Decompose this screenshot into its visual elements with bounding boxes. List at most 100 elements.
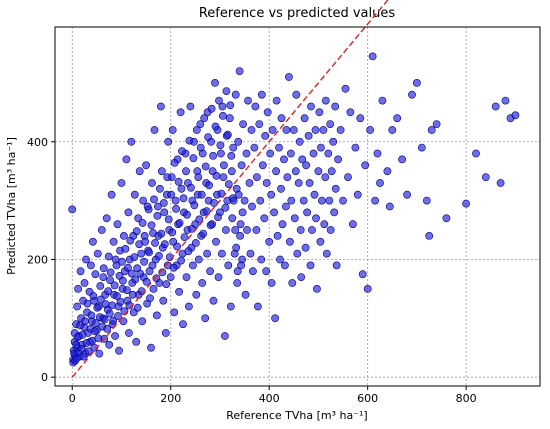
scatter-point	[111, 332, 119, 340]
scatter-point	[330, 208, 339, 217]
scatter-point	[331, 184, 340, 193]
scatter-point	[153, 211, 162, 220]
scatter-point	[309, 149, 318, 158]
scatter-point	[77, 344, 86, 353]
scatter-point	[267, 279, 276, 287]
scatter-point	[72, 340, 81, 349]
scatter-point	[311, 126, 320, 134]
scatter-point	[109, 316, 117, 325]
scatter-point	[273, 231, 282, 240]
scatter-point	[102, 214, 111, 223]
scatter-point	[233, 279, 242, 287]
scatter-point	[237, 161, 246, 170]
scatter-point	[154, 251, 163, 260]
scatter-point	[219, 161, 228, 170]
scatter-point	[138, 219, 147, 227]
scatter-point	[122, 155, 131, 164]
scatter-point	[252, 226, 261, 234]
x-tick-label: 600	[357, 392, 378, 405]
scatter-point	[151, 239, 159, 247]
scatter-point	[104, 287, 113, 296]
scatter-point	[253, 302, 262, 311]
scatter-point	[92, 319, 100, 327]
scatter-point	[150, 126, 159, 134]
scatter-point	[277, 114, 286, 123]
scatter-point	[211, 122, 220, 131]
scatter-point	[95, 349, 104, 358]
chart-title: Reference vs predicted values	[199, 6, 396, 21]
scatter-point	[326, 226, 335, 234]
scatter-point	[282, 126, 291, 134]
scatter-point	[332, 261, 341, 270]
scatter-point	[346, 108, 355, 117]
scatter-point	[196, 120, 205, 128]
scatter-point	[361, 161, 370, 170]
scatter-point	[87, 261, 95, 270]
scatter-point	[104, 252, 113, 261]
scatter-point	[293, 249, 302, 258]
scatter-point	[220, 332, 229, 340]
scatter-point	[240, 196, 249, 205]
scatter-point	[242, 149, 251, 158]
scatter-point	[315, 108, 324, 117]
scatter-point	[172, 204, 180, 213]
scatter-point	[163, 173, 172, 181]
scatter-point	[317, 196, 326, 205]
scatter-point	[255, 120, 264, 128]
scatter-point	[339, 196, 347, 205]
scatter-point	[177, 184, 186, 193]
scatter-point	[292, 90, 301, 99]
scatter-point	[179, 194, 188, 203]
scatter-point	[119, 276, 127, 285]
scatter-point	[221, 226, 230, 234]
scatter-point	[211, 79, 219, 87]
scatter-point	[256, 196, 265, 205]
scatter-point	[93, 303, 102, 312]
scatter-point	[182, 273, 191, 281]
scatter-point	[96, 282, 105, 290]
scatter-point	[303, 208, 311, 217]
scatter-point	[159, 296, 168, 305]
scatter-point	[305, 179, 314, 187]
scatter-point	[140, 257, 148, 266]
scatter-point	[272, 167, 280, 176]
scatter-point	[101, 300, 110, 309]
scatter-point	[142, 277, 151, 286]
scatter-point	[344, 173, 352, 181]
scatter-point	[248, 202, 256, 211]
scatter-point	[263, 108, 272, 117]
scatter-point	[366, 126, 374, 134]
scatter-point	[231, 90, 240, 99]
scatter-point	[216, 149, 225, 158]
scatter-point	[196, 143, 205, 152]
scatter-point	[147, 343, 155, 352]
scatter-point	[258, 161, 267, 170]
scatter-point	[281, 202, 290, 211]
scatter-point	[243, 226, 251, 234]
scatter-point	[106, 276, 114, 284]
y-tick-label: 200	[27, 253, 48, 266]
scatter-point	[84, 347, 93, 356]
scatter-point	[135, 167, 144, 176]
scatter-point	[186, 102, 195, 111]
scatter-point	[113, 220, 122, 229]
scatter-point	[157, 229, 166, 238]
scatter-point	[491, 102, 500, 111]
scatter-point	[180, 233, 189, 241]
scatter-point	[116, 297, 125, 306]
scatter-point	[197, 190, 206, 199]
y-tick-label: 400	[27, 136, 48, 149]
scatter-point	[398, 155, 406, 164]
scatter-point	[225, 114, 234, 123]
scatter-point	[237, 261, 245, 270]
x-tick-label: 400	[259, 392, 280, 405]
scatter-point	[209, 296, 218, 305]
scatter-point	[250, 143, 259, 152]
scatter-point	[218, 112, 227, 120]
x-axis-title: Reference TVha [m³ ha⁻¹]	[226, 409, 367, 422]
scatter-point	[97, 226, 106, 234]
scatter-point	[298, 155, 307, 164]
scatter-point	[496, 179, 505, 187]
scatter-point	[376, 179, 384, 187]
scatter-point	[99, 264, 108, 273]
